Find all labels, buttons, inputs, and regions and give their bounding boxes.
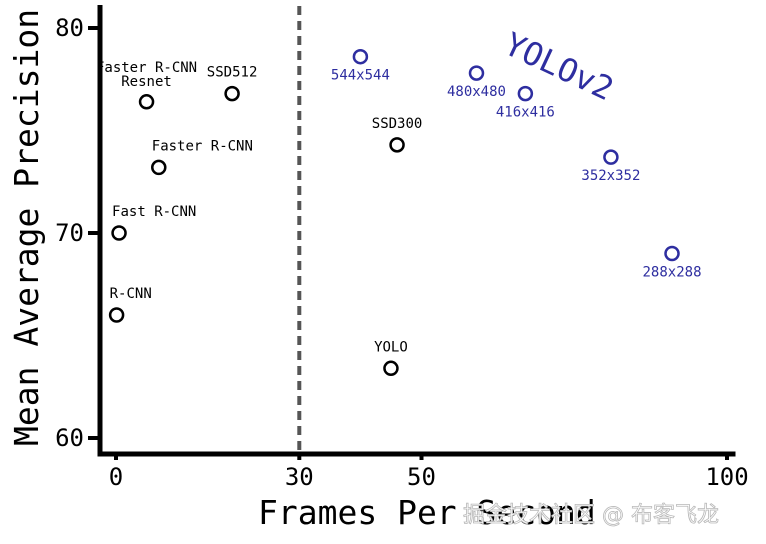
data-label: Fast R-CNN bbox=[112, 204, 196, 220]
data-point bbox=[151, 159, 167, 176]
data-point bbox=[138, 94, 155, 110]
data-label: SSD300 bbox=[372, 116, 423, 132]
data-label: 480x480 bbox=[447, 84, 506, 100]
series-name-yolov2: YOLOv2 bbox=[499, 25, 620, 108]
data-label: 352x352 bbox=[581, 168, 640, 184]
data-point bbox=[468, 65, 485, 81]
data-point bbox=[352, 48, 369, 65]
ticks: 60 70 80 0 30 50 100 bbox=[55, 14, 749, 491]
x-tick-label: 50 bbox=[407, 463, 436, 491]
data-label: R-CNN bbox=[110, 286, 152, 302]
data-label: 544x544 bbox=[331, 68, 390, 84]
y-axis-title: Mean Average Precision bbox=[7, 9, 46, 446]
x-axis-title: Frames Per Second bbox=[258, 493, 596, 532]
data-label: Faster R-CNN Resnet bbox=[96, 60, 197, 90]
data-points: R-CNN Fast R-CNN Faster R-CNN Faster R-CNN R… bbox=[96, 48, 702, 377]
data-label: SSD512 bbox=[207, 65, 258, 81]
data-point bbox=[603, 149, 619, 165]
data-point bbox=[224, 85, 240, 102]
y-tick-label: 60 bbox=[55, 424, 84, 452]
x-tick-label: 0 bbox=[109, 463, 123, 491]
data-point bbox=[111, 225, 127, 241]
data-label: 416x416 bbox=[496, 105, 555, 121]
data-point bbox=[383, 360, 399, 377]
data-label: 288x288 bbox=[643, 265, 702, 281]
data-point bbox=[517, 85, 534, 102]
axes bbox=[97, 5, 736, 457]
data-label: Faster R-CNN bbox=[152, 138, 253, 154]
data-point bbox=[108, 307, 125, 323]
x-tick-label: 100 bbox=[705, 463, 748, 491]
data-label: YOLO bbox=[374, 339, 408, 355]
watermark-text: 掘金技术社区 @ 布客飞龙 bbox=[463, 503, 719, 528]
data-point bbox=[389, 137, 405, 153]
y-tick-label: 80 bbox=[55, 14, 84, 42]
data-point bbox=[664, 245, 680, 262]
y-tick-label: 70 bbox=[55, 219, 84, 247]
x-tick-label: 30 bbox=[285, 463, 314, 491]
